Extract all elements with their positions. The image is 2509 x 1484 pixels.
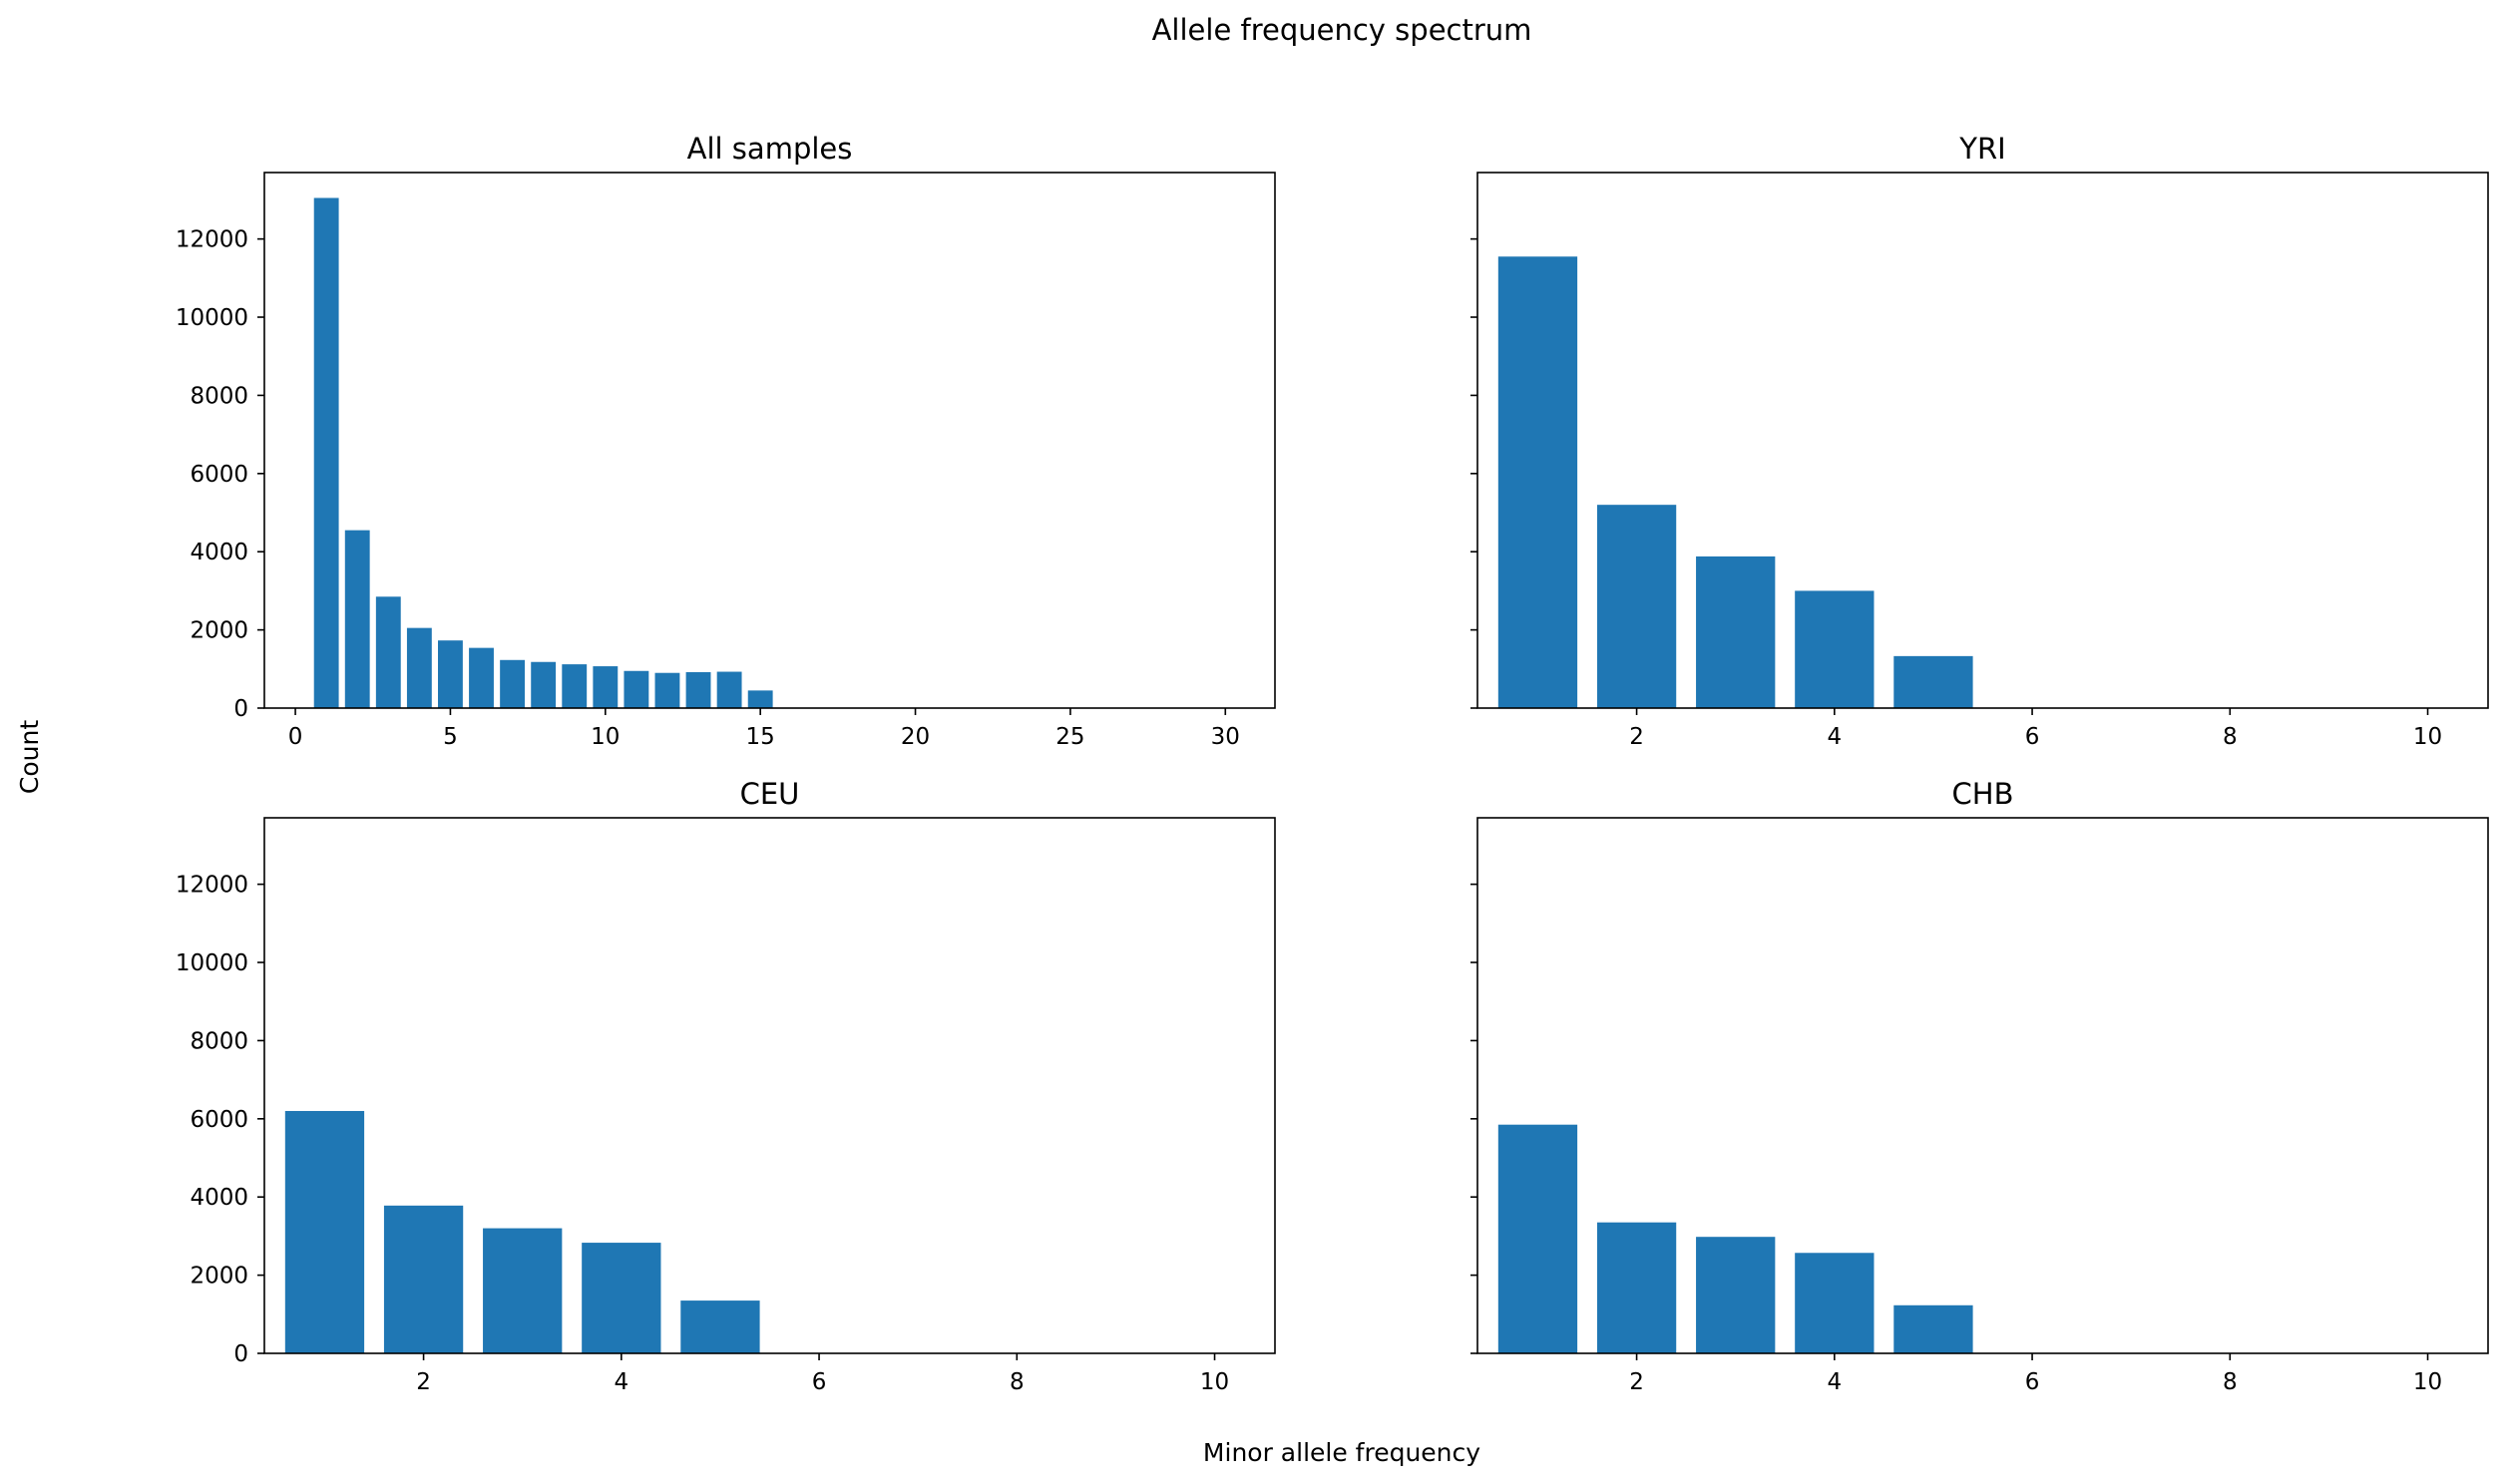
bar bbox=[483, 1228, 563, 1353]
x-axis-label: Minor allele frequency bbox=[1203, 1438, 1480, 1467]
y-tick-label: 2000 bbox=[190, 618, 248, 644]
y-tick-label: 8000 bbox=[190, 383, 248, 409]
y-tick-label: 12000 bbox=[176, 873, 248, 899]
x-tick-label: 30 bbox=[1211, 724, 1240, 750]
bar bbox=[284, 1110, 365, 1353]
x-tick-label: 4 bbox=[1828, 1369, 1843, 1395]
bar bbox=[624, 670, 649, 708]
bar bbox=[1696, 1237, 1776, 1353]
subplot-1: All samples 0 5 10 15 20 25 30 0 2000 4000 6000 8000… bbox=[176, 132, 1276, 750]
x-tick-label: 8 bbox=[2223, 1369, 2238, 1395]
x-tick-label: 6 bbox=[2025, 724, 2040, 750]
x-tick-label: 15 bbox=[746, 724, 775, 750]
bar bbox=[582, 1243, 661, 1353]
x-tick-label: 10 bbox=[2413, 1369, 2442, 1395]
x-tick-label: 8 bbox=[1010, 1369, 1025, 1395]
subplot-title: CEU bbox=[740, 777, 800, 811]
x-tick-label: 25 bbox=[1055, 724, 1084, 750]
axes-frame bbox=[1476, 172, 2489, 709]
bar bbox=[1893, 1304, 1973, 1353]
x-tick-label: 10 bbox=[591, 724, 620, 750]
y-axis-label: Count bbox=[15, 720, 44, 794]
axes-frame bbox=[1476, 817, 2489, 1354]
subplot-4: CHB 2 4 6 8 10 bbox=[1470, 777, 2489, 1395]
bar bbox=[1696, 556, 1776, 708]
bar bbox=[344, 530, 370, 708]
subplot-3: CEU 2 4 6 8 10 0 2000 4000 6000 8000 10000 12000 bbox=[176, 777, 1276, 1395]
x-tick-label: 5 bbox=[443, 724, 458, 750]
bar bbox=[1795, 1253, 1875, 1353]
bar bbox=[383, 1205, 464, 1353]
y-tick-label: 10000 bbox=[176, 305, 248, 331]
x-tick-label: 4 bbox=[615, 1369, 629, 1395]
bar bbox=[1497, 1124, 1578, 1353]
x-tick-label: 10 bbox=[2413, 724, 2442, 750]
x-tick-label: 10 bbox=[1200, 1369, 1229, 1395]
bar bbox=[593, 666, 619, 708]
subplot-title: All samples bbox=[687, 132, 853, 166]
subplot-title: YRI bbox=[1958, 132, 2005, 166]
bar bbox=[562, 664, 588, 708]
bar bbox=[1596, 505, 1677, 708]
x-tick-label: 2 bbox=[416, 1369, 431, 1395]
bar bbox=[747, 690, 773, 708]
x-tick-label: 4 bbox=[1828, 724, 1843, 750]
y-tick-label: 2000 bbox=[190, 1264, 248, 1290]
subplot-2: YRI 2 4 6 8 10 bbox=[1470, 132, 2489, 750]
bar bbox=[716, 671, 742, 708]
bar bbox=[1497, 256, 1578, 708]
bar bbox=[500, 659, 526, 708]
bar bbox=[313, 197, 339, 709]
x-tick-label: 2 bbox=[1629, 1369, 1644, 1395]
y-tick-label: 0 bbox=[233, 1341, 248, 1367]
y-tick-label: 12000 bbox=[176, 227, 248, 253]
bar bbox=[654, 672, 680, 708]
x-tick-label: 0 bbox=[288, 724, 303, 750]
bar bbox=[1893, 655, 1973, 708]
y-tick-label: 6000 bbox=[190, 462, 248, 488]
bar bbox=[531, 661, 557, 708]
y-tick-label: 4000 bbox=[190, 540, 248, 565]
x-tick-label: 2 bbox=[1629, 724, 1644, 750]
bar bbox=[469, 647, 494, 708]
x-tick-label: 20 bbox=[901, 724, 930, 750]
axes-frame bbox=[263, 817, 1276, 1354]
x-tick-label: 8 bbox=[2223, 724, 2238, 750]
bar bbox=[680, 1300, 760, 1353]
y-tick-label: 4000 bbox=[190, 1185, 248, 1211]
bar bbox=[438, 640, 463, 708]
x-tick-label: 6 bbox=[812, 1369, 827, 1395]
y-tick-label: 8000 bbox=[190, 1028, 248, 1054]
y-tick-label: 10000 bbox=[176, 950, 248, 976]
bar bbox=[1795, 590, 1875, 708]
bar bbox=[375, 596, 401, 708]
figure-title: Allele frequency spectrum bbox=[1152, 13, 1532, 47]
bar bbox=[1596, 1222, 1677, 1353]
axes-frame bbox=[263, 172, 1276, 709]
bar bbox=[406, 627, 432, 708]
y-tick-label: 0 bbox=[233, 696, 248, 722]
bar bbox=[685, 671, 711, 708]
y-tick-label: 6000 bbox=[190, 1107, 248, 1133]
subplot-title: CHB bbox=[1952, 777, 2014, 811]
x-tick-label: 6 bbox=[2025, 1369, 2040, 1395]
